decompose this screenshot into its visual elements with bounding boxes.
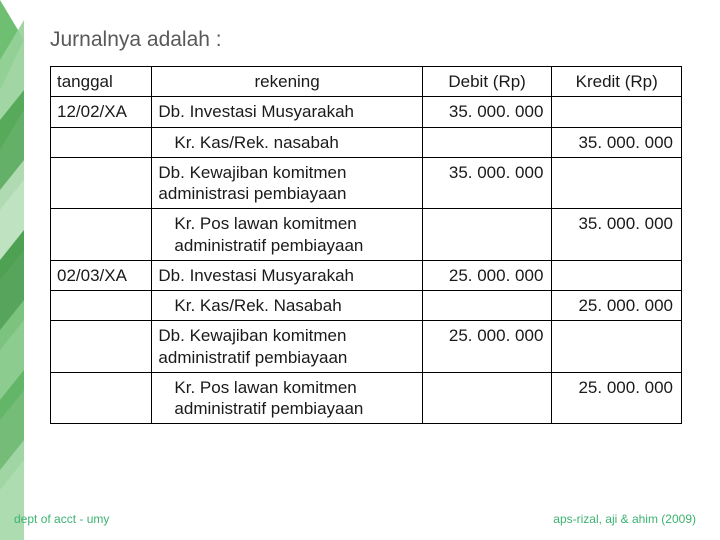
cell-debit [422,127,552,157]
footer-right: aps-rizal, aji & ahim (2009) [553,512,696,526]
page-title: Jurnalnya adalah : [50,28,682,52]
cell-debit: 25. 000. 000 [422,260,552,290]
table-row: Kr. Pos lawan komitmen administratif pem… [51,209,682,261]
cell-debit: 25. 000. 000 [422,321,552,373]
cell-tanggal [51,157,152,209]
cell-kredit: 25. 000. 000 [552,372,682,424]
cell-debit [422,372,552,424]
col-header-kredit: Kredit (Rp) [552,67,682,97]
cell-tanggal [51,372,152,424]
table-row: Kr. Kas/Rek. nasabah 35. 000. 000 [51,127,682,157]
table-row: Db. Kewajiban komitmen administratif pem… [51,321,682,373]
cell-rekening: Kr. Pos lawan komitmen administratif pem… [152,209,422,261]
cell-tanggal: 12/02/XA [51,97,152,127]
slide-content: Jurnalnya adalah : tanggal rekening Debi… [0,0,720,424]
cell-tanggal [51,127,152,157]
cell-debit [422,291,552,321]
table-header-row: tanggal rekening Debit (Rp) Kredit (Rp) [51,67,682,97]
cell-kredit [552,260,682,290]
cell-debit: 35. 000. 000 [422,157,552,209]
cell-kredit [552,321,682,373]
col-header-debit: Debit (Rp) [422,67,552,97]
cell-debit [422,209,552,261]
table-row: Kr. Kas/Rek. Nasabah 25. 000. 000 [51,291,682,321]
cell-rekening: Kr. Pos lawan komitmen administratif pem… [152,372,422,424]
col-header-tanggal: tanggal [51,67,152,97]
cell-tanggal [51,209,152,261]
cell-kredit: 35. 000. 000 [552,209,682,261]
footer-left: dept of acct - umy [14,512,109,526]
cell-tanggal [51,321,152,373]
cell-rekening: Db. Investasi Musyarakah [152,97,422,127]
table-row: Db. Kewajiban komitmen administrasi pemb… [51,157,682,209]
cell-kredit [552,97,682,127]
cell-rekening: Kr. Kas/Rek. Nasabah [152,291,422,321]
cell-tanggal: 02/03/XA [51,260,152,290]
cell-kredit: 35. 000. 000 [552,127,682,157]
journal-table: tanggal rekening Debit (Rp) Kredit (Rp) … [50,66,682,424]
cell-kredit: 25. 000. 000 [552,291,682,321]
table-row: 12/02/XADb. Investasi Musyarakah35. 000.… [51,97,682,127]
col-header-rekening: rekening [152,67,422,97]
cell-rekening: Db. Investasi Musyarakah [152,260,422,290]
cell-rekening: Db. Kewajiban komitmen administratif pem… [152,321,422,373]
cell-rekening: Kr. Kas/Rek. nasabah [152,127,422,157]
cell-tanggal [51,291,152,321]
cell-rekening: Db. Kewajiban komitmen administrasi pemb… [152,157,422,209]
table-row: 02/03/XADb. Investasi Musyarakah25. 000.… [51,260,682,290]
table-row: Kr. Pos lawan komitmen administratif pem… [51,372,682,424]
cell-kredit [552,157,682,209]
cell-debit: 35. 000. 000 [422,97,552,127]
